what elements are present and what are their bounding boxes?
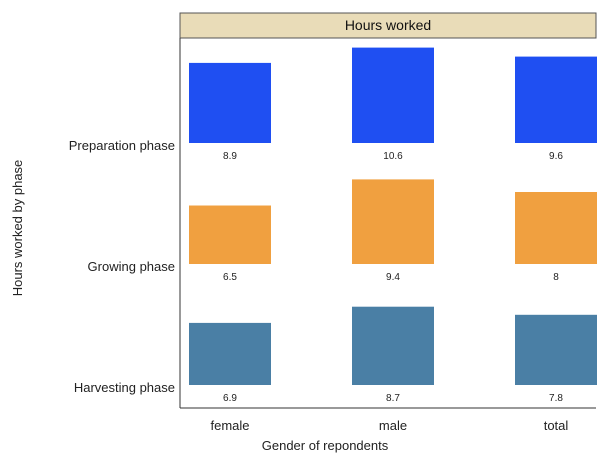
- y-axis-title: Hours worked by phase: [10, 160, 25, 297]
- bar-growing-phase-female: [189, 205, 271, 264]
- x-tick-label-male: male: [379, 418, 407, 433]
- title-strip-background: [179, 12, 597, 39]
- value-label-growing-phase-female: 6.5: [223, 272, 237, 283]
- bars-layer: [189, 47, 597, 385]
- value-label-harvesting-phase-male: 8.7: [386, 393, 400, 404]
- bar-preparation-phase-female: [189, 62, 271, 143]
- bar-growing-phase-total: [515, 192, 597, 264]
- y-tick-label-preparation-phase: Preparation phase: [69, 138, 175, 153]
- value-labels-layer: 8.9 10.6 9.6 6.5 9.4 8 6.9 8.7 7.8: [223, 151, 563, 404]
- bar-harvesting-phase-female: [189, 322, 271, 385]
- value-label-harvesting-phase-total: 7.8: [549, 393, 563, 404]
- value-label-preparation-phase-total: 9.6: [549, 151, 563, 162]
- value-label-harvesting-phase-female: 6.9: [223, 393, 237, 404]
- value-label-preparation-phase-male: 10.6: [383, 151, 403, 162]
- y-tick-label-harvesting-phase: Harvesting phase: [74, 380, 175, 395]
- bar-harvesting-phase-total: [515, 314, 597, 385]
- chart-title: Hours worked: [345, 17, 431, 33]
- bar-harvesting-phase-male: [352, 306, 434, 385]
- y-tick-label-growing-phase: Growing phase: [88, 259, 175, 274]
- x-tick-labels: female male total: [210, 418, 568, 433]
- value-label-preparation-phase-female: 8.9: [223, 151, 237, 162]
- value-label-growing-phase-male: 9.4: [386, 272, 400, 283]
- y-tick-labels: Preparation phase Growing phase Harvesting…: [69, 138, 175, 395]
- x-tick-label-female: female: [210, 418, 249, 433]
- bar-growing-phase-male: [352, 179, 434, 264]
- plot-panel: [179, 38, 596, 409]
- value-label-growing-phase-total: 8: [553, 272, 559, 283]
- x-axis-title: Gender of repondents: [262, 438, 389, 453]
- x-tick-label-total: total: [544, 418, 569, 433]
- chart-title-strip: Hours worked: [179, 12, 597, 39]
- bar-preparation-phase-male: [352, 47, 434, 143]
- bar-preparation-phase-total: [515, 56, 597, 143]
